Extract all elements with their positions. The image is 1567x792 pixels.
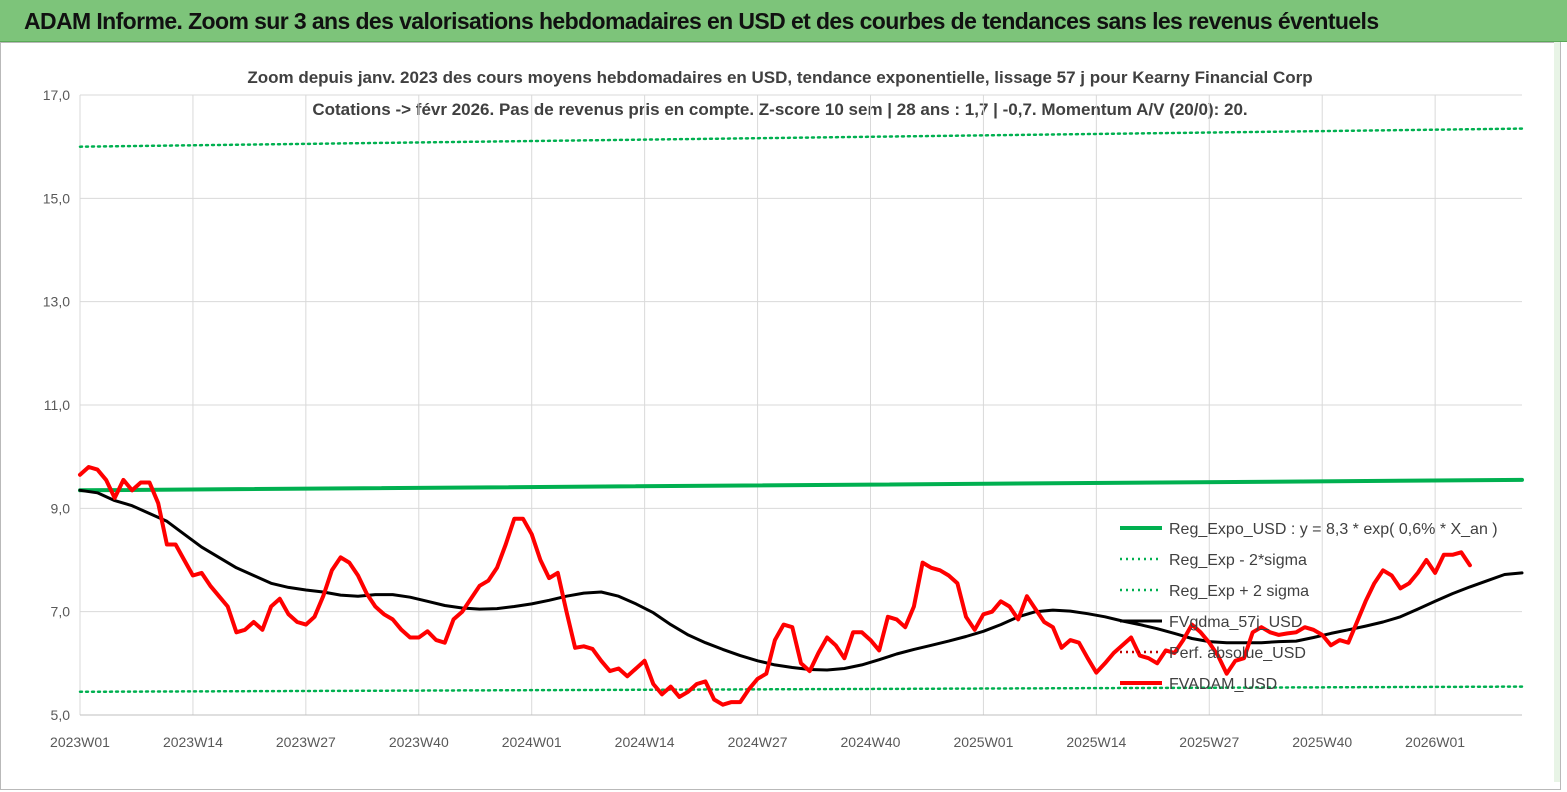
grid bbox=[79, 94, 1522, 716]
x-tick-label: 2024W01 bbox=[502, 734, 562, 750]
series-line-3 bbox=[78, 488, 1524, 672]
y-tick-label: 9,0 bbox=[51, 500, 71, 516]
chart-title: Zoom depuis janv. 2023 des cours moyens … bbox=[247, 68, 1312, 87]
y-axis-ticks: 5,0 7,0 9,0 11,0 13,0 15,0 17,0 bbox=[43, 87, 70, 723]
y-tick-label: 13,0 bbox=[43, 294, 70, 310]
edge-strip bbox=[1554, 42, 1560, 782]
x-tick-label: 2024W40 bbox=[841, 734, 901, 750]
x-tick-label: 2023W27 bbox=[276, 734, 336, 750]
legend-label: FVgdma_57j_USD bbox=[1169, 614, 1302, 631]
series-line-1 bbox=[78, 685, 1524, 694]
series-line-0 bbox=[78, 477, 1524, 493]
legend-label: Perf. absolue_USD bbox=[1169, 645, 1306, 662]
y-tick-label: 17,0 bbox=[43, 87, 70, 103]
legend-label: Reg_Exp + 2 sigma bbox=[1169, 583, 1309, 600]
chart-subtitle: Cotations -> févr 2026. Pas de revenus p… bbox=[312, 100, 1247, 119]
legend-label: Reg_Expo_USD : y = 8,3 * exp( 0,6% * X_a… bbox=[1169, 521, 1498, 538]
x-tick-label: 2025W01 bbox=[953, 734, 1013, 750]
x-tick-label: 2023W40 bbox=[389, 734, 449, 750]
series-line-2 bbox=[78, 127, 1524, 148]
x-tick-label: 2024W27 bbox=[728, 734, 788, 750]
x-tick-label: 2026W01 bbox=[1405, 734, 1465, 750]
legend: Reg_Expo_USD : y = 8,3 * exp( 0,6% * X_a… bbox=[1120, 521, 1498, 693]
y-tick-label: 11,0 bbox=[44, 397, 70, 413]
x-tick-label: 2025W40 bbox=[1292, 734, 1352, 750]
y-tick-label: 5,0 bbox=[51, 707, 71, 723]
x-tick-label: 2024W14 bbox=[615, 734, 675, 750]
legend-label: FVADAM_USD bbox=[1169, 676, 1277, 693]
y-tick-label: 7,0 bbox=[51, 604, 71, 620]
x-tick-label: 2023W14 bbox=[163, 734, 223, 750]
series-line-5 bbox=[78, 465, 1472, 707]
y-tick-label: 15,0 bbox=[43, 190, 70, 206]
x-tick-label: 2025W14 bbox=[1066, 734, 1126, 750]
report-header: ADAM Informe. Zoom sur 3 ans des valoris… bbox=[0, 0, 1567, 42]
x-tick-label: 2025W27 bbox=[1179, 734, 1239, 750]
x-tick-label: 2023W01 bbox=[50, 734, 110, 750]
legend-label: Reg_Exp - 2*sigma bbox=[1169, 552, 1307, 569]
report-title: ADAM Informe. Zoom sur 3 ans des valoris… bbox=[24, 8, 1379, 34]
series-lines bbox=[78, 127, 1524, 707]
x-axis-ticks: 2023W01 2023W14 2023W27 2023W40 2024W01 2024W… bbox=[50, 734, 1465, 750]
